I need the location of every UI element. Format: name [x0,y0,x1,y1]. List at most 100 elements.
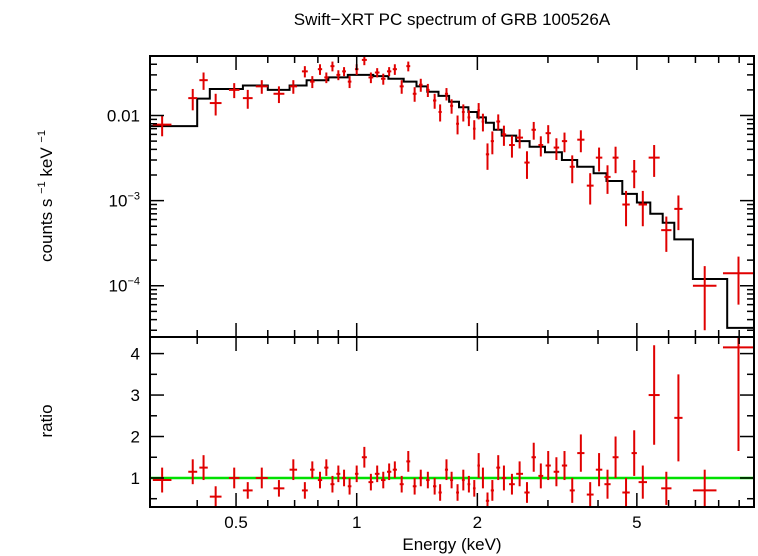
ratio-point [467,475,471,493]
model-curve [150,73,754,329]
data-point [604,165,611,194]
ratio-point [490,480,494,501]
ratio-point [461,469,465,491]
data-point [631,160,637,189]
x-tick-label: 0.5 [224,513,248,532]
data-point [638,190,648,227]
data-point [399,80,404,94]
data-point [553,138,560,161]
y-tick-label: 10−4 [109,276,140,296]
ratio-point [569,477,575,503]
data-point [188,88,198,111]
data-point [381,73,386,85]
ratio-point [561,451,568,481]
ylabel-mid: keV [37,147,56,177]
data-point [595,147,603,172]
ratio-point [228,467,240,489]
data-point [692,266,717,331]
ylabel-base: counts s [37,199,56,262]
ratio-point [374,465,380,483]
x-axis-label: Energy (keV) [402,535,501,554]
data-point [461,104,465,122]
data-point [255,80,268,94]
data-point [524,151,530,179]
spectrum-x-ticks [196,56,740,337]
data-point [456,115,460,135]
ratio-point [301,482,308,499]
ratio-point [509,473,515,495]
ratio-point [426,471,430,489]
ratio-point [289,459,298,481]
ratio-point [545,451,551,481]
data-point [301,66,308,78]
data-point [661,216,672,252]
data-point [209,93,222,116]
y-tick-label: 10−3 [109,191,140,211]
ratio-point [199,455,208,481]
data-point [622,190,630,227]
data-point [501,125,507,146]
ratio-point [722,337,754,452]
ratio-point [604,469,611,499]
ratio-point [324,459,329,476]
ratio-point [273,480,285,497]
data-point [324,72,329,84]
spectrum-y-axis-label: counts s −1 keV −1 [30,130,56,262]
ratio-point [648,345,660,445]
ratio-point [342,469,346,487]
ratio-point [524,482,530,503]
ratio-point [188,459,198,485]
ratio-point [152,467,172,493]
x-tick-label: 5 [632,513,641,532]
data-point [392,64,397,75]
ratio-point [242,482,253,499]
ratio-y-ticks: 1 2 3 4 [131,345,754,500]
y-tick-label: 1 [131,469,140,488]
data-point [444,88,449,101]
data-point [577,130,585,153]
data-point [538,136,544,157]
ratio-point [661,471,672,505]
data-point [426,83,430,97]
ratio-point [531,442,536,472]
ratio-point [456,484,460,501]
ratio-x-ticks [196,337,740,507]
ratio-point [330,475,335,493]
data-point [531,121,536,140]
ratio-point [392,461,397,478]
ratio-point [347,477,352,495]
ratio-panel: 1 2 3 4 ratio [37,336,755,508]
ratio-point [336,465,341,483]
data-point [273,86,285,104]
ratio-point [255,467,268,489]
y-tick-label: 4 [131,345,140,364]
data-point [152,115,172,137]
ratio-point [354,465,359,483]
ratio-point [472,480,476,497]
ratio-point [674,374,683,462]
ratio-point [586,482,594,507]
ratio-points [152,337,754,507]
ratio-point [418,469,423,487]
ratio-point [496,455,501,481]
y-tick-label: 0.01 [107,106,140,125]
ratio-panel-frame [149,336,755,508]
ratio-point [412,477,417,495]
ratio-point [450,471,454,489]
data-point [438,104,442,122]
spectrum-panel: 0.01 10−3 10−4 counts s −1 keV −1 [30,55,755,338]
spectrum-y-ticks: 0.01 10−3 10−4 [107,55,754,332]
data-point [496,114,501,131]
data-point [289,80,298,94]
data-point [477,103,480,120]
ratio-point [310,461,315,478]
ratio-point [595,453,603,487]
ratio-point [477,453,480,478]
data-point [374,68,380,78]
data-point [481,113,485,132]
ratio-point [501,465,507,491]
x-tick-labels: 0.5 1 2 5 [224,513,641,532]
ratio-point [444,459,449,481]
ratio-point [516,461,524,487]
ratio-point [538,463,544,489]
